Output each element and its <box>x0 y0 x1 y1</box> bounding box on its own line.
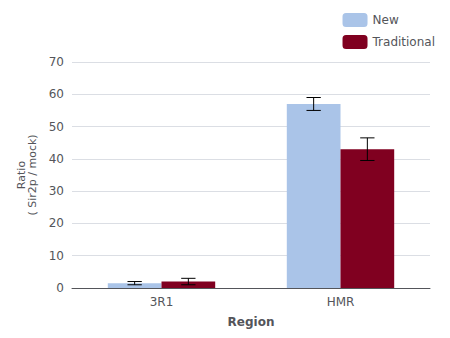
svg-text:60: 60 <box>49 87 64 101</box>
svg-text:New: New <box>373 13 399 27</box>
svg-text:3R1: 3R1 <box>150 295 174 309</box>
svg-text:Region: Region <box>228 315 275 329</box>
svg-text:40: 40 <box>49 152 64 166</box>
svg-text:10: 10 <box>49 249 64 263</box>
svg-text:( Sir2p / mock): ( Sir2p / mock) <box>26 134 39 215</box>
svg-text:20: 20 <box>49 216 64 230</box>
svg-text:Traditional: Traditional <box>372 35 435 49</box>
svg-text:30: 30 <box>49 184 64 198</box>
svg-text:Ratio: Ratio <box>14 160 28 190</box>
svg-text:0: 0 <box>56 281 64 295</box>
svg-text:50: 50 <box>49 120 64 134</box>
svg-text:HMR: HMR <box>327 295 355 309</box>
svg-text:70: 70 <box>49 55 64 69</box>
